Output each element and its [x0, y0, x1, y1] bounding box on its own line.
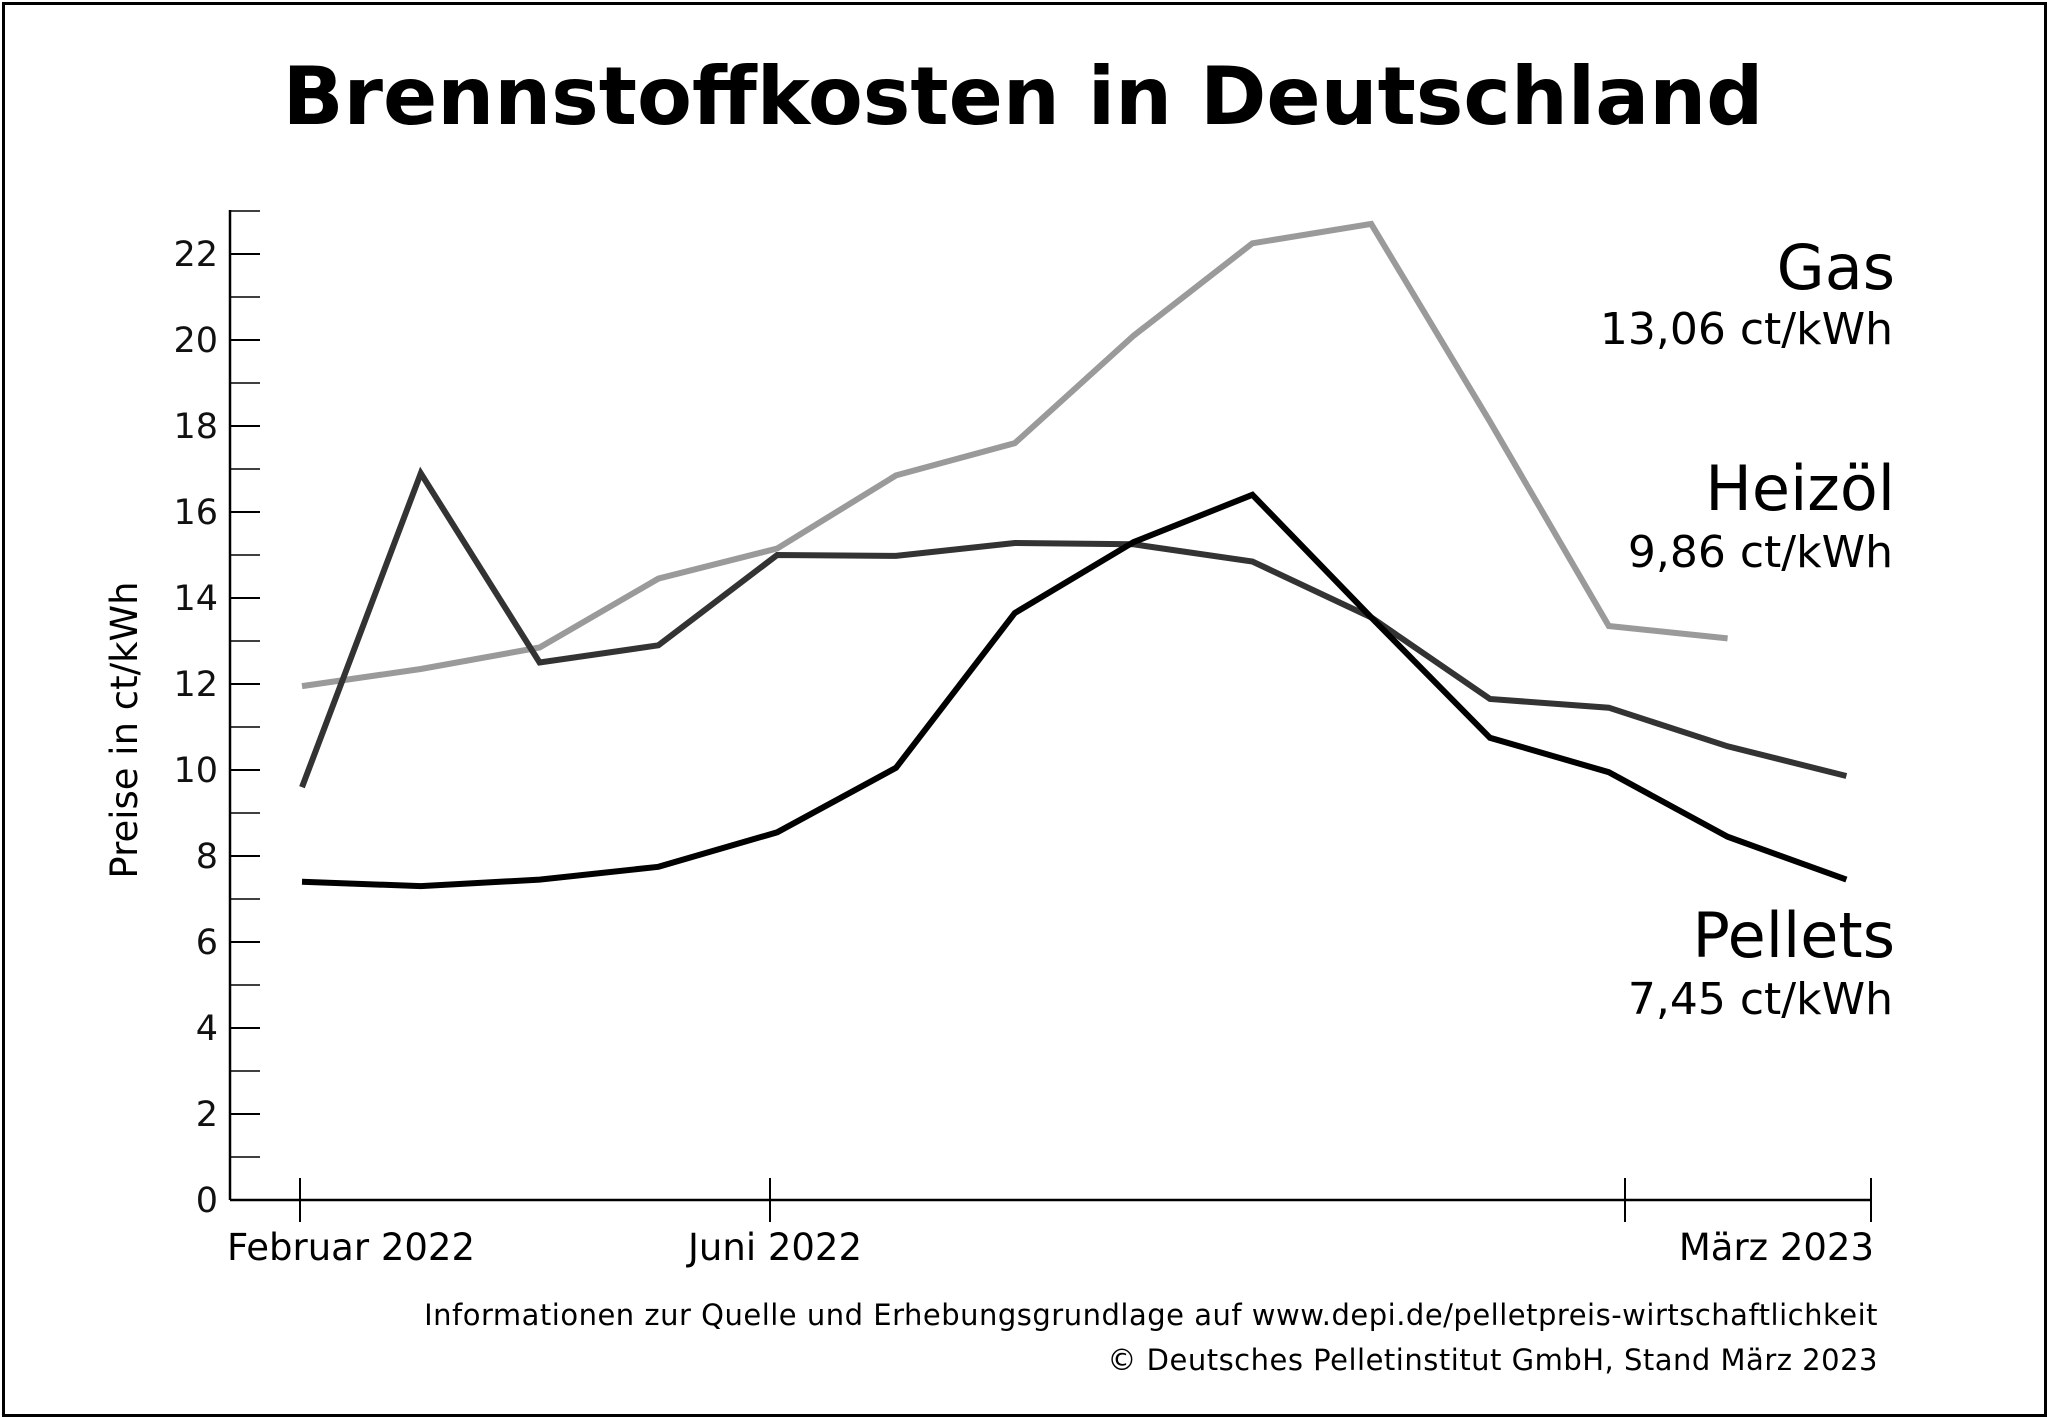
x-tick-label: März 2023	[1679, 1226, 1874, 1269]
y-tick-label: 14	[173, 579, 218, 619]
gas-series-name: Gas	[1777, 231, 1895, 304]
pellets-line	[301, 491, 1848, 890]
heizoel-series-value: 9,86 ct/kWh	[1628, 527, 1893, 578]
y-tick-label: 16	[173, 493, 218, 533]
x-axis: Februar 2022 Juni 2022 März 2023	[227, 1178, 1874, 1269]
y-tick-label: 22	[173, 235, 218, 275]
footer-copyright: © Deutsches Pelletinstitut GmbH, Stand M…	[1107, 1343, 1878, 1377]
legend-heizoel: Heizöl 9,86 ct/kWh	[1628, 452, 1895, 578]
gas-line	[301, 220, 1728, 690]
y-tick-label: 8	[196, 837, 218, 877]
y-tick-label: 18	[173, 407, 218, 447]
y-tick-label: 4	[196, 1009, 218, 1049]
legend-gas: Gas 13,06 ct/kWh	[1600, 231, 1895, 355]
chart-title: Brennstoffkosten in Deutschland	[283, 50, 1764, 143]
pellets-series-value: 7,45 ct/kWh	[1628, 974, 1893, 1025]
heizoel-series-name: Heizöl	[1705, 452, 1895, 525]
y-tick-label: 2	[196, 1095, 218, 1135]
footer-source-info: Informationen zur Quelle und Erhebungsgr…	[424, 1298, 1878, 1332]
x-tick-label: Juni 2022	[686, 1226, 862, 1269]
y-tick-label: 6	[196, 923, 218, 963]
x-tick-label: Februar 2022	[227, 1226, 475, 1269]
series-lines	[299, 220, 1848, 890]
y-tick-label: 0	[196, 1181, 218, 1221]
y-axis: 0 2 4 6 8 10 12 14 16 18 20 22	[173, 210, 260, 1221]
legend-pellets: Pellets 7,45 ct/kWh	[1628, 899, 1895, 1025]
pellets-series-name: Pellets	[1692, 899, 1895, 972]
y-tick-label: 20	[173, 321, 218, 361]
y-tick-label: 10	[173, 751, 218, 791]
y-tick-label: 12	[173, 665, 218, 705]
y-axis-label: Preise in ct/kWh	[103, 581, 146, 878]
heizoel-line	[299, 466, 1848, 789]
gas-series-value: 13,06 ct/kWh	[1600, 304, 1893, 355]
